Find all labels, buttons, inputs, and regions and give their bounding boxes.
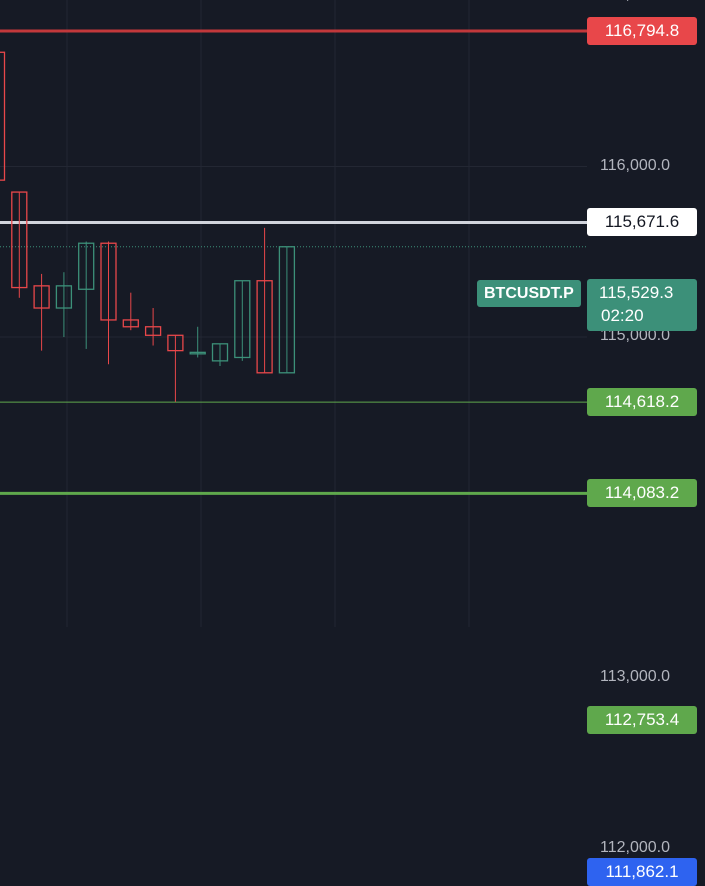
candle-body <box>122 319 139 328</box>
candle-body <box>78 242 95 290</box>
level-price-label: 114,083.2 <box>587 479 697 507</box>
price-chart[interactable] <box>0 0 705 627</box>
current-price-label: 115,529.3 02:20 <box>587 279 697 331</box>
bar-countdown: 02:20 <box>601 306 644 325</box>
symbol-tag: BTCUSDT.P <box>477 280 581 307</box>
candle-body <box>144 326 162 336</box>
candle-body <box>256 280 273 374</box>
level-price-label: 112,753.4 <box>587 706 697 734</box>
price-scale-tick: 117,000.0 <box>600 0 670 3</box>
candle-body <box>55 285 73 309</box>
candle-body <box>234 280 251 359</box>
candle-body <box>211 343 229 362</box>
level-price-label: 114,618.2 <box>587 388 697 416</box>
candle-body <box>100 242 117 321</box>
price-scale-tick: 113,000.0 <box>600 668 670 685</box>
candle-body <box>167 334 184 352</box>
level-price-label: 115,671.6 <box>587 208 697 236</box>
price-scale-tick: 112,000.0 <box>600 838 670 856</box>
candle-body <box>278 246 296 374</box>
candle-body <box>0 51 6 181</box>
candle-body <box>189 351 206 355</box>
current-price-text: 115,529.3 <box>599 283 674 302</box>
candle-body <box>33 285 50 309</box>
level-price-label: 116,794.8 <box>587 17 697 45</box>
price-scale-tick: 116,000.0 <box>600 156 670 174</box>
price-scale-tick: 115,000.0 <box>600 327 670 344</box>
level-price-label: 111,862.1 <box>587 858 697 886</box>
candle-body <box>11 191 28 289</box>
